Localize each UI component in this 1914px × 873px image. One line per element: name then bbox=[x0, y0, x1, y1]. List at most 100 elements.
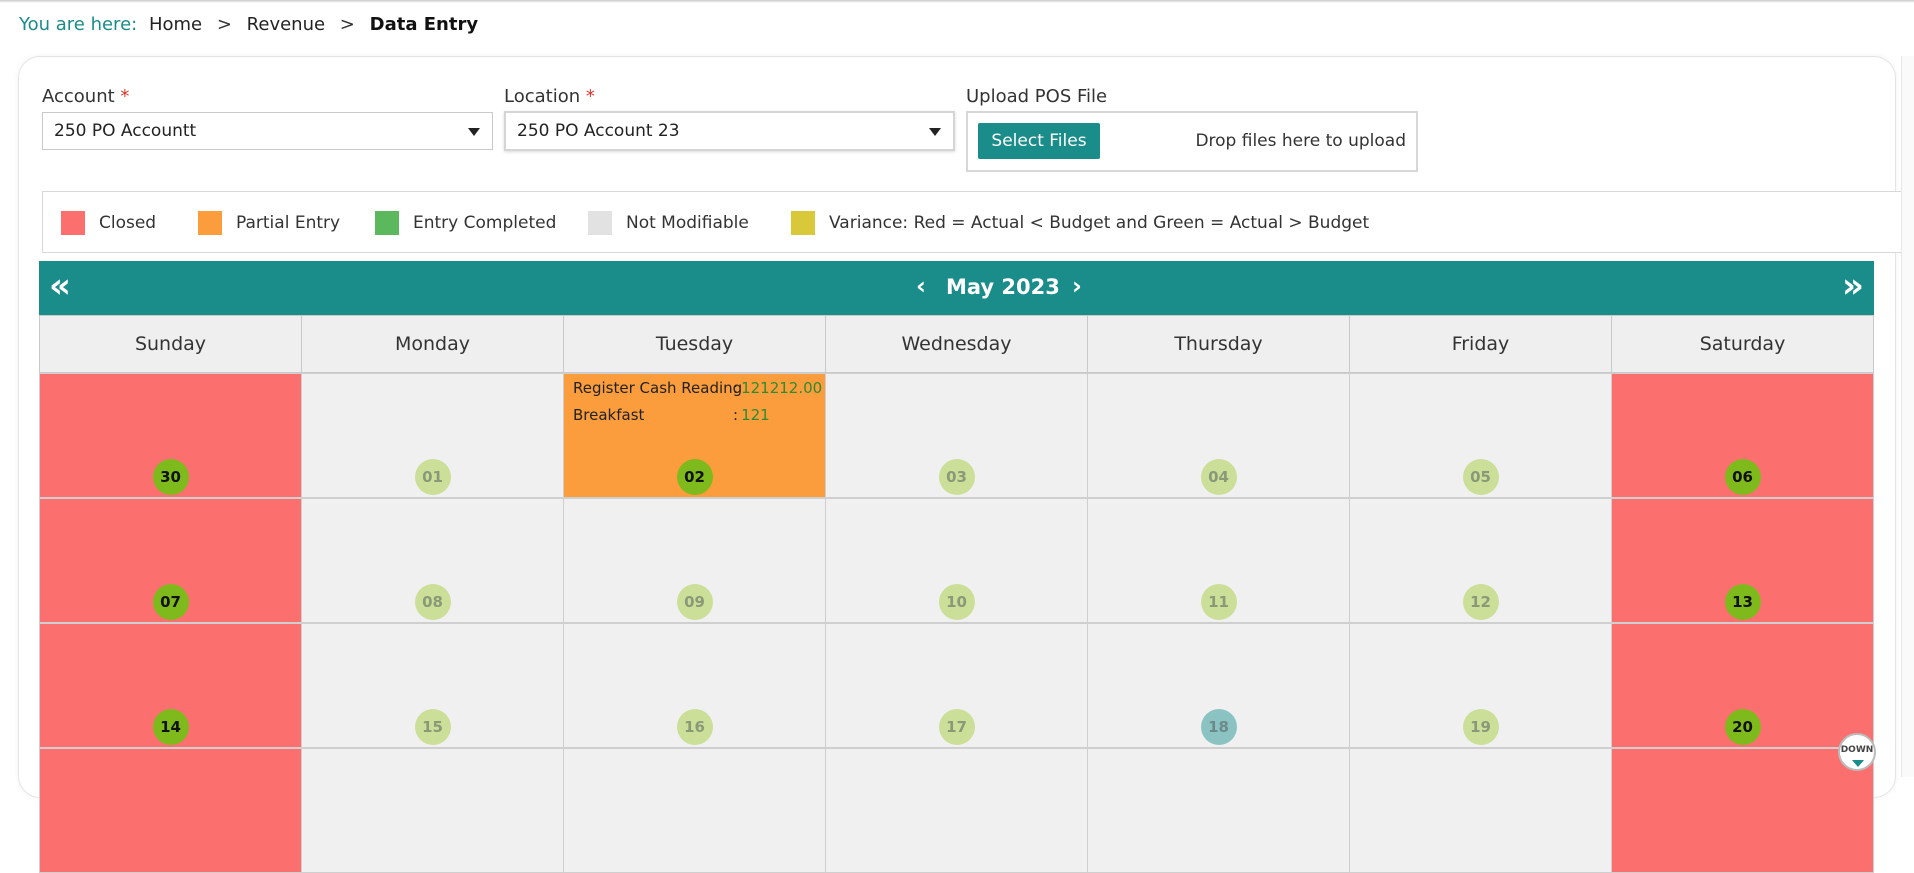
required-mark: * bbox=[585, 86, 595, 107]
day-number-badge[interactable]: 06 bbox=[1724, 459, 1761, 495]
day-entry: Breakfast:121 bbox=[573, 406, 770, 424]
entry-label: Register Cash Reading bbox=[573, 379, 743, 397]
day-number-badge[interactable]: 08 bbox=[414, 584, 451, 620]
calendar-day-cell[interactable]: 30 bbox=[39, 373, 302, 498]
scroll-down-button[interactable]: DOWN bbox=[1838, 733, 1876, 771]
calendar-day-cell[interactable] bbox=[301, 748, 564, 873]
legend-label: Partial Entry bbox=[236, 213, 341, 233]
dropdown-caret-icon bbox=[929, 128, 941, 136]
day-number-badge[interactable]: 09 bbox=[676, 584, 713, 620]
day-number-badge[interactable]: 10 bbox=[938, 584, 975, 620]
select-files-button[interactable]: Select Files bbox=[978, 123, 1100, 159]
weekday-header: Monday bbox=[301, 315, 564, 373]
calendar-day-cell[interactable]: 14 bbox=[39, 623, 302, 748]
day-number-badge[interactable]: 11 bbox=[1200, 584, 1237, 620]
day-number-badge[interactable]: 02 bbox=[676, 459, 713, 495]
entry-colon: : bbox=[733, 379, 739, 397]
legend-label: Variance: Red = Actual < Budget and Gree… bbox=[829, 213, 1370, 233]
calendar-day-cell[interactable]: 03 bbox=[825, 373, 1088, 498]
legend-swatch bbox=[61, 211, 85, 235]
calendar-title[interactable]: May 2023 bbox=[946, 275, 1060, 299]
calendar-day-cell[interactable]: 18 bbox=[1087, 623, 1350, 748]
account-label: Account * bbox=[42, 86, 129, 108]
account-select-value: 250 PO Accountt bbox=[54, 121, 197, 141]
day-number-badge[interactable]: 01 bbox=[414, 459, 451, 495]
status-legend: Closed Partial Entry Entry Completed Not… bbox=[42, 191, 1902, 253]
top-shadow bbox=[0, 0, 1914, 3]
prev-year-icon[interactable]: « bbox=[49, 266, 71, 306]
entry-label: Breakfast bbox=[573, 406, 645, 424]
calendar-header: « ‹ May 2023 › » bbox=[39, 261, 1874, 315]
legend-label: Not Modifiable bbox=[626, 213, 749, 233]
entry-colon: : bbox=[733, 406, 739, 424]
day-number-badge[interactable]: 15 bbox=[414, 709, 451, 745]
legend-label: Entry Completed bbox=[413, 213, 557, 233]
calendar-day-cell[interactable] bbox=[39, 748, 302, 873]
breadcrumb-separator: > bbox=[216, 14, 232, 35]
calendar-day-cell[interactable]: 05 bbox=[1349, 373, 1612, 498]
day-number-badge[interactable]: 13 bbox=[1724, 584, 1761, 620]
day-number-badge[interactable]: 18 bbox=[1200, 709, 1237, 745]
calendar-day-cell[interactable]: 11 bbox=[1087, 498, 1350, 623]
calendar-day-cell[interactable] bbox=[825, 748, 1088, 873]
calendar-day-cell[interactable]: 04 bbox=[1087, 373, 1350, 498]
calendar-day-cell[interactable]: 07 bbox=[39, 498, 302, 623]
account-select[interactable]: 250 PO Accountt bbox=[42, 112, 493, 150]
calendar-day-cell[interactable]: 12 bbox=[1349, 498, 1612, 623]
calendar-day-cell[interactable] bbox=[1087, 748, 1350, 873]
day-number-badge[interactable]: 20 bbox=[1724, 709, 1761, 745]
calendar-day-cell[interactable] bbox=[563, 748, 826, 873]
weekday-header: Thursday bbox=[1087, 315, 1350, 373]
calendar-day-cell[interactable] bbox=[1349, 748, 1612, 873]
location-label: Location * bbox=[504, 86, 595, 108]
calendar-day-cell[interactable]: 20 bbox=[1611, 623, 1874, 748]
breadcrumb-current: Data Entry bbox=[369, 14, 479, 35]
calendar-day-cell[interactable]: 16 bbox=[563, 623, 826, 748]
day-number-badge[interactable]: 16 bbox=[676, 709, 713, 745]
dropdown-caret-icon bbox=[468, 128, 480, 136]
required-mark: * bbox=[120, 86, 130, 107]
entry-value: 121212.00 bbox=[741, 379, 823, 397]
location-select[interactable]: 250 PO Account 23 bbox=[504, 111, 955, 151]
drop-hint: Drop files here to upload bbox=[1195, 131, 1406, 151]
legend-swatch bbox=[198, 211, 222, 235]
day-number-badge[interactable]: 03 bbox=[938, 459, 975, 495]
calendar-day-cell[interactable]: 19 bbox=[1349, 623, 1612, 748]
calendar-day-cell[interactable]: 10 bbox=[825, 498, 1088, 623]
weekday-header: Wednesday bbox=[825, 315, 1088, 373]
calendar-day-cell[interactable]: 17 bbox=[825, 623, 1088, 748]
weekday-header: Tuesday bbox=[563, 315, 826, 373]
day-number-badge[interactable]: 14 bbox=[152, 709, 189, 745]
calendar-day-cell[interactable]: 13 bbox=[1611, 498, 1874, 623]
weekday-header: Friday bbox=[1349, 315, 1612, 373]
account-label-text: Account bbox=[42, 86, 115, 107]
day-number-badge[interactable]: 17 bbox=[938, 709, 975, 745]
breadcrumb: You are here: Home > Revenue > Data Entr… bbox=[19, 13, 478, 37]
weekday-header: Sunday bbox=[39, 315, 302, 373]
day-number-badge[interactable]: 12 bbox=[1462, 584, 1499, 620]
calendar-day-cell[interactable] bbox=[1611, 748, 1874, 873]
day-number-badge[interactable]: 07 bbox=[152, 584, 189, 620]
day-number-badge[interactable]: 19 bbox=[1462, 709, 1499, 745]
legend-swatch bbox=[375, 211, 399, 235]
chevron-down-icon bbox=[1852, 760, 1864, 767]
next-month-icon[interactable]: › bbox=[1072, 272, 1082, 300]
upload-dropzone[interactable]: Select Files Drop files here to upload bbox=[966, 111, 1418, 172]
day-entry: Register Cash Reading: 121212.00 bbox=[573, 379, 822, 397]
breadcrumb-home[interactable]: Home bbox=[148, 14, 203, 35]
day-number-badge[interactable]: 05 bbox=[1462, 459, 1499, 495]
upload-label: Upload POS File bbox=[966, 86, 1108, 107]
next-year-icon[interactable]: » bbox=[1842, 266, 1864, 306]
breadcrumb-revenue[interactable]: Revenue bbox=[246, 14, 326, 35]
day-number-badge[interactable]: 04 bbox=[1200, 459, 1237, 495]
calendar-day-cell[interactable]: Register Cash Reading: 121212.00 Breakfast… bbox=[563, 373, 826, 498]
scrollbar[interactable] bbox=[1901, 56, 1914, 777]
calendar-day-cell[interactable]: 08 bbox=[301, 498, 564, 623]
day-number-badge[interactable]: 30 bbox=[152, 459, 189, 495]
prev-month-icon[interactable]: ‹ bbox=[916, 272, 926, 300]
legend-label: Closed bbox=[99, 213, 157, 233]
calendar-day-cell[interactable]: 09 bbox=[563, 498, 826, 623]
calendar-day-cell[interactable]: 15 bbox=[301, 623, 564, 748]
calendar-day-cell[interactable]: 01 bbox=[301, 373, 564, 498]
calendar-day-cell[interactable]: 06 bbox=[1611, 373, 1874, 498]
